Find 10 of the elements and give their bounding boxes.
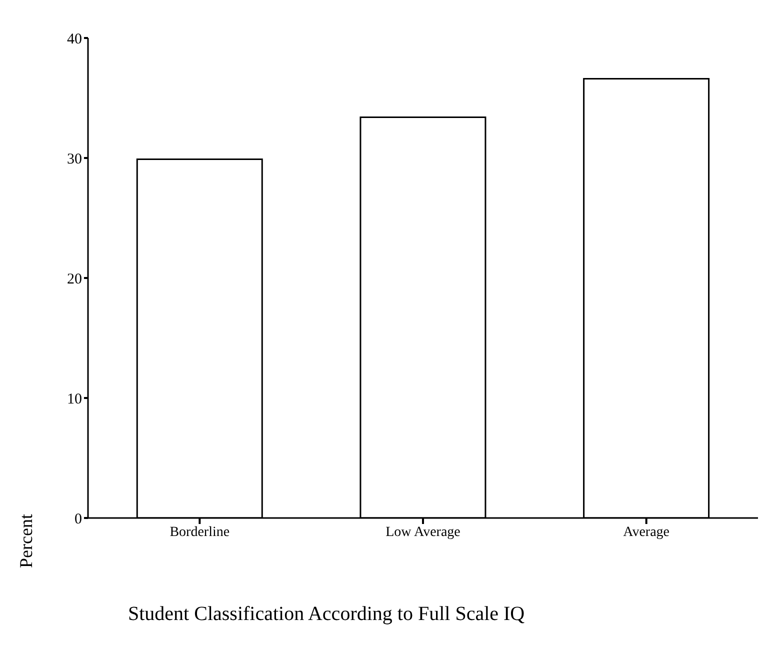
x-axis-title: Student Classification According to Full Scale IQ xyxy=(128,603,525,626)
y-tick-label: 30 xyxy=(67,151,82,168)
x-tick-label: Low Average xyxy=(386,524,460,540)
x-tick-label: Borderline xyxy=(170,524,230,540)
y-tick-label: 0 xyxy=(74,511,82,528)
y-tick-label: 40 xyxy=(67,31,82,48)
x-tick-label: Average xyxy=(623,524,670,540)
y-axis-title: Percent xyxy=(16,514,37,568)
y-tick-label: 10 xyxy=(67,391,82,408)
y-tick-label: 20 xyxy=(67,271,82,288)
